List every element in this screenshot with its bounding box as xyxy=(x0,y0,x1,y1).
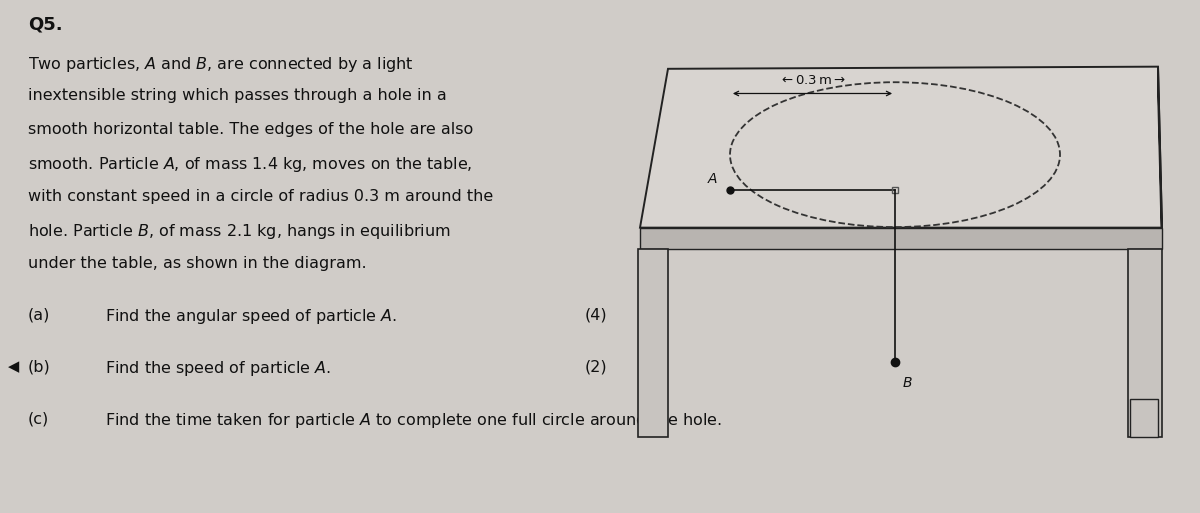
Text: Find the speed of particle $\mathit{A}$.: Find the speed of particle $\mathit{A}$. xyxy=(106,360,331,379)
Polygon shape xyxy=(1130,88,1158,260)
Polygon shape xyxy=(640,67,1162,228)
Text: Q5.: Q5. xyxy=(28,16,62,34)
Text: (4): (4) xyxy=(586,307,607,323)
Text: $\blacktriangleleft$: $\blacktriangleleft$ xyxy=(5,360,22,375)
Text: smooth. Particle $\mathit{A}$, of mass 1.4 kg, moves on the table,: smooth. Particle $\mathit{A}$, of mass 1… xyxy=(28,155,473,174)
Text: (c): (c) xyxy=(28,411,49,426)
Text: (b): (b) xyxy=(28,360,50,374)
Polygon shape xyxy=(1158,67,1162,249)
Text: (2): (2) xyxy=(586,360,607,374)
Text: $\leftarrow 0.3\,\mathrm{m}\rightarrow$: $\leftarrow 0.3\,\mathrm{m}\rightarrow$ xyxy=(779,74,846,88)
Polygon shape xyxy=(668,69,700,233)
Text: Find the time taken for particle $\mathit{A}$ to complete one full circle around: Find the time taken for particle $\mathi… xyxy=(106,411,721,430)
Polygon shape xyxy=(1130,399,1158,437)
Text: inextensible string which passes through a hole in a: inextensible string which passes through… xyxy=(28,89,446,104)
Text: Two particles, $\mathit{A}$ and $\mathit{B}$, are connected by a light: Two particles, $\mathit{A}$ and $\mathit… xyxy=(28,55,414,74)
Text: Find the angular speed of particle $\mathit{A}$.: Find the angular speed of particle $\mat… xyxy=(106,307,397,326)
Polygon shape xyxy=(1128,249,1162,437)
Text: (a): (a) xyxy=(28,307,50,323)
Text: under the table, as shown in the diagram.: under the table, as shown in the diagram… xyxy=(28,256,367,271)
Text: $\mathit{A}$: $\mathit{A}$ xyxy=(707,172,718,186)
Text: $\mathit{B}$: $\mathit{B}$ xyxy=(902,376,913,390)
Text: smooth horizontal table. The edges of the hole are also: smooth horizontal table. The edges of th… xyxy=(28,122,473,137)
Polygon shape xyxy=(640,228,1162,249)
Text: with constant speed in a circle of radius 0.3 m around the: with constant speed in a circle of radiu… xyxy=(28,189,493,204)
Polygon shape xyxy=(638,249,668,437)
Text: hole. Particle $\mathit{B}$, of mass 2.1 kg, hangs in equilibrium: hole. Particle $\mathit{B}$, of mass 2.1… xyxy=(28,223,451,242)
